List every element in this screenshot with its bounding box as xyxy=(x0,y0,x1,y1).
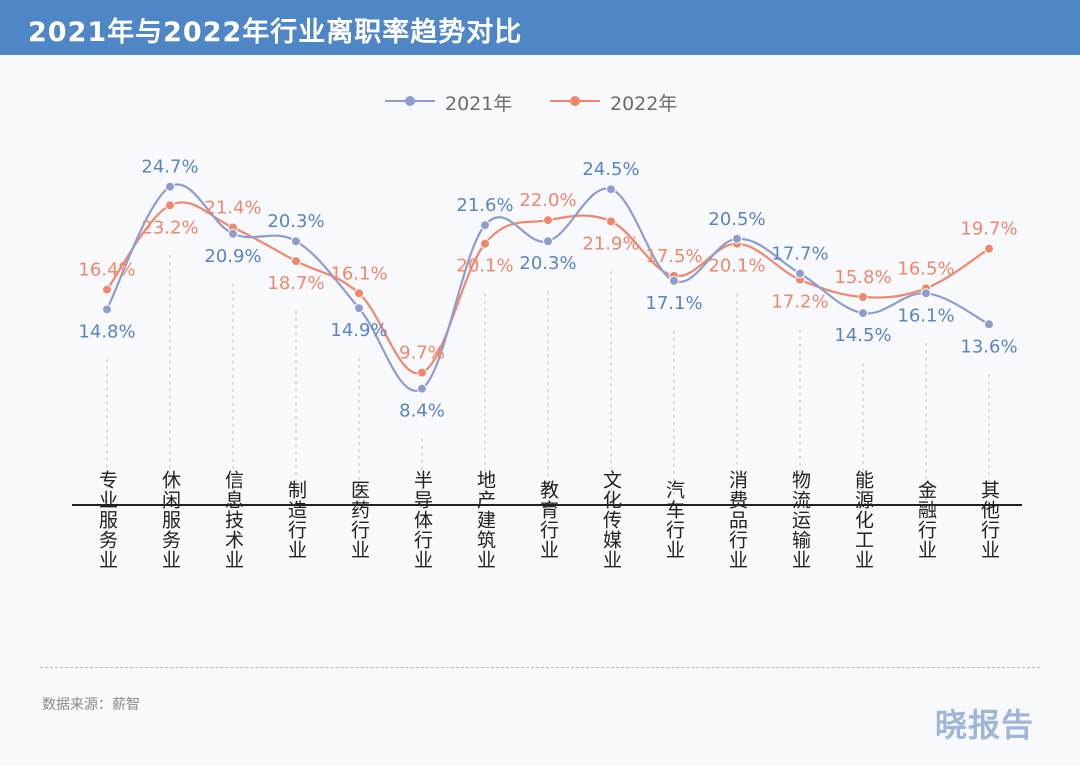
category-label-1: 休闲服务业 xyxy=(159,470,181,570)
data-label-2022-8: 21.9% xyxy=(582,233,639,254)
data-label-2021-13: 16.1% xyxy=(897,305,954,326)
category-label-2: 信息技术业 xyxy=(222,470,244,570)
data-label-2021-0: 14.8% xyxy=(78,321,135,342)
point-2021-2 xyxy=(228,228,238,239)
category-label-10: 消费品行业 xyxy=(726,470,748,570)
category-label-13: 金融行业 xyxy=(915,480,937,560)
point-2022-4 xyxy=(354,288,364,299)
point-2021-7 xyxy=(543,236,553,247)
category-label-6: 地产建筑业 xyxy=(474,470,496,570)
data-label-2021-6: 21.6% xyxy=(456,195,513,216)
category-label-11: 物流运输业 xyxy=(789,470,811,570)
category-label-5: 半导体行业 xyxy=(411,470,433,570)
category-label-9: 汽车行业 xyxy=(663,480,685,560)
header-bar: 2021年与2022年行业离职率趋势对比 xyxy=(0,0,1080,55)
data-label-2022-11: 17.2% xyxy=(771,292,828,313)
point-2021-5 xyxy=(417,383,427,394)
category-label-4: 医药行业 xyxy=(348,480,370,560)
data-label-2021-1: 24.7% xyxy=(141,157,198,178)
data-label-2022-10: 20.1% xyxy=(708,256,765,277)
data-label-2022-3: 18.7% xyxy=(267,273,324,294)
point-2021-9 xyxy=(669,275,679,286)
point-2021-13 xyxy=(921,288,931,299)
legend-dot-2021 xyxy=(405,96,415,106)
data-label-2021-4: 14.9% xyxy=(330,320,387,341)
data-label-2022-13: 16.5% xyxy=(897,258,954,279)
data-label-2021-10: 20.5% xyxy=(708,209,765,230)
data-label-2021-14: 13.6% xyxy=(960,336,1017,357)
point-2021-10 xyxy=(732,233,742,244)
category-label-3: 制造行业 xyxy=(285,480,307,560)
point-2022-7 xyxy=(543,215,553,226)
point-2021-6 xyxy=(480,220,490,231)
point-2022-0 xyxy=(102,284,112,295)
category-label-7: 教育行业 xyxy=(537,480,559,560)
data-label-2022-5: 9.7% xyxy=(399,343,445,364)
data-label-2022-14: 19.7% xyxy=(960,219,1017,240)
data-label-2021-12: 14.5% xyxy=(834,325,891,346)
legend-label-2021: 2021年 xyxy=(445,93,513,115)
point-2021-1 xyxy=(165,181,175,192)
data-label-2022-2: 21.4% xyxy=(204,198,261,219)
data-label-2021-7: 20.3% xyxy=(519,253,576,274)
data-label-2021-2: 20.9% xyxy=(204,246,261,267)
data-label-2021-11: 17.7% xyxy=(771,243,828,264)
point-2021-4 xyxy=(354,303,364,314)
legend-label-2022: 2022年 xyxy=(610,93,678,115)
point-2022-3 xyxy=(291,256,301,267)
data-label-2021-5: 8.4% xyxy=(399,401,445,422)
page-title: 2021年与2022年行业离职率趋势对比 xyxy=(28,17,523,48)
source-note: 数据来源：薪智 xyxy=(42,697,140,713)
point-2021-11 xyxy=(795,268,805,279)
point-2022-14 xyxy=(984,243,994,254)
point-2022-6 xyxy=(480,238,490,249)
point-2022-1 xyxy=(165,200,175,211)
data-label-2022-1: 23.2% xyxy=(141,217,198,238)
data-label-2021-9: 17.1% xyxy=(645,293,702,314)
footer-divider xyxy=(40,667,1040,668)
point-2021-8 xyxy=(606,184,616,195)
data-label-2022-12: 15.8% xyxy=(834,267,891,288)
point-2022-5 xyxy=(417,367,427,378)
data-label-2022-9: 17.5% xyxy=(645,246,702,267)
legend: 2021年 2022年 xyxy=(0,88,1080,115)
data-label-2021-8: 24.5% xyxy=(582,159,639,180)
series-line-2021 xyxy=(106,183,990,392)
category-label-0: 专业服务业 xyxy=(96,470,118,570)
point-2021-0 xyxy=(102,304,112,315)
data-label-2022-4: 16.1% xyxy=(330,263,387,284)
point-2022-12 xyxy=(858,291,868,302)
category-label-8: 文化传媒业 xyxy=(600,470,622,570)
data-label-2022-0: 16.4% xyxy=(78,260,135,281)
category-label-14: 其他行业 xyxy=(978,480,1000,560)
point-2022-8 xyxy=(606,216,616,227)
data-label-2021-3: 20.3% xyxy=(267,211,324,232)
point-2021-14 xyxy=(984,319,994,330)
point-2021-12 xyxy=(858,308,868,319)
watermark: 晓报告 xyxy=(935,706,1035,744)
legend-dot-2022 xyxy=(570,96,580,106)
category-label-12: 能源化工业 xyxy=(852,470,874,570)
data-label-2022-7: 22.0% xyxy=(519,190,576,211)
point-2021-3 xyxy=(291,236,301,247)
data-label-2022-6: 20.1% xyxy=(456,256,513,277)
